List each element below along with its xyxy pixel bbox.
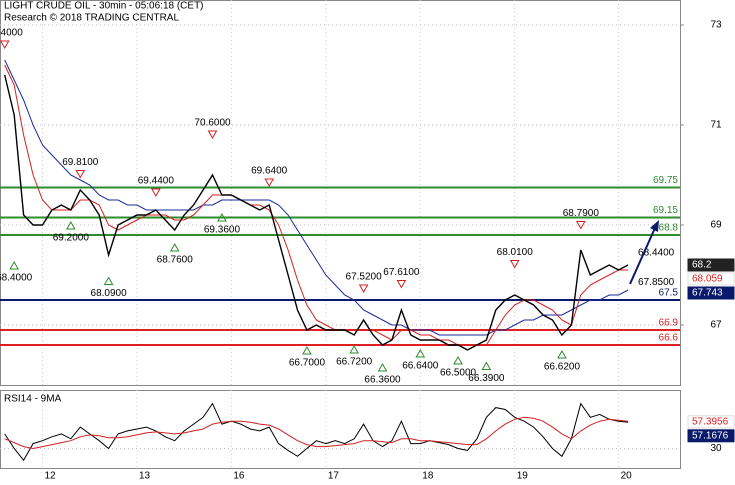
price-tag: [687, 258, 735, 272]
y-tick-label: 71: [710, 120, 722, 131]
price-tag-label: 57.1676: [692, 430, 729, 441]
high-label: 68.0100: [497, 247, 534, 258]
x-tick-label: 18: [422, 471, 434, 480]
price-tag-label: 68.059: [692, 274, 723, 285]
y-tick-label: 67: [710, 320, 722, 331]
high-marker: [509, 260, 520, 269]
note-label: 67.8500: [638, 277, 675, 288]
high-label: 67.5200: [346, 272, 383, 283]
rsi-line: [4, 402, 629, 462]
rsi-line: [4, 416, 629, 450]
low-marker: [349, 344, 360, 354]
high-label: 68.7900: [563, 208, 600, 219]
low-marker: [453, 355, 463, 365]
x-tick-label: 17: [328, 471, 340, 480]
level-label: 68.8: [659, 223, 679, 234]
chart-subtitle: Research © 2018 TRADING CENTRAL: [4, 13, 179, 24]
price-tag-label: 68.2: [692, 260, 712, 271]
low-label: 66.7000: [289, 358, 326, 369]
level-label: 69.75: [653, 175, 678, 186]
price-tag-label: 67.743: [692, 288, 723, 299]
low-label: 68.7600: [157, 255, 194, 266]
chart-title: LIGHT CRUDE OIL - 30min - 05:06:18 (CET): [4, 1, 204, 12]
rsi-panel: [0, 390, 681, 469]
high-marker: [207, 130, 218, 140]
low-label: 69.2000: [53, 233, 90, 244]
x-tick-label: 20: [621, 471, 633, 480]
level-label: 66.9: [659, 318, 679, 329]
high-label: 70.6000: [194, 118, 231, 129]
high-marker: [75, 170, 86, 179]
ma-line: [4, 59, 629, 336]
high-marker: [575, 221, 586, 230]
low-label: 69.3600: [204, 225, 241, 236]
low-label: 66.6200: [544, 362, 581, 373]
price-tag: [687, 415, 735, 429]
level-label: 67.5: [659, 288, 679, 299]
high-marker: [358, 284, 369, 294]
main-panel: [0, 0, 681, 386]
low-label: 68.4000: [0, 273, 33, 284]
low-marker: [415, 348, 426, 358]
high-label: 67.6100: [383, 267, 420, 278]
low-marker: [557, 349, 567, 359]
low-label: 68.0900: [91, 288, 128, 299]
price-tag: [687, 429, 735, 443]
low-marker: [103, 276, 114, 285]
low-marker: [481, 361, 492, 370]
high-label: 72.4000: [0, 28, 23, 39]
low-marker: [65, 220, 76, 230]
rsi-y-tick-label: 30: [710, 443, 722, 454]
high-marker: [396, 280, 407, 289]
high-label: 69.4400: [138, 176, 175, 187]
price-tag-label: 57.3956: [692, 416, 729, 427]
level-label: 69.15: [653, 205, 678, 216]
x-tick-label: 13: [139, 471, 151, 480]
price-line: [4, 74, 629, 351]
price-tag: [687, 286, 735, 300]
price-tag: [687, 272, 735, 286]
y-tick-label: 73: [710, 20, 722, 31]
forecast-arrow: [629, 227, 656, 285]
low-label: 66.3600: [364, 375, 401, 386]
high-marker: [150, 188, 161, 198]
y-tick-label: 69: [710, 220, 722, 231]
low-label: 66.6400: [402, 361, 439, 372]
low-label: 66.7200: [336, 357, 373, 368]
high-marker: [264, 178, 275, 188]
x-tick-label: 19: [517, 471, 529, 480]
rsi-title: RSI14 - 9MA: [4, 394, 62, 405]
low-label: 66.5000: [440, 368, 477, 379]
low-label: 66.3900: [468, 373, 505, 384]
high-marker: [0, 40, 10, 50]
forecast-arrowhead: [650, 220, 659, 232]
low-marker: [302, 345, 312, 355]
note-label: 68.4400: [638, 248, 675, 259]
low-marker: [169, 242, 180, 252]
x-tick-label: 16: [233, 471, 245, 480]
level-label: 66.6: [659, 333, 679, 344]
low-marker: [9, 260, 20, 270]
x-tick-label: 12: [45, 471, 57, 480]
low-marker: [377, 362, 388, 372]
high-label: 69.6400: [251, 166, 288, 177]
low-marker: [217, 212, 227, 222]
high-label: 69.8100: [62, 157, 99, 168]
